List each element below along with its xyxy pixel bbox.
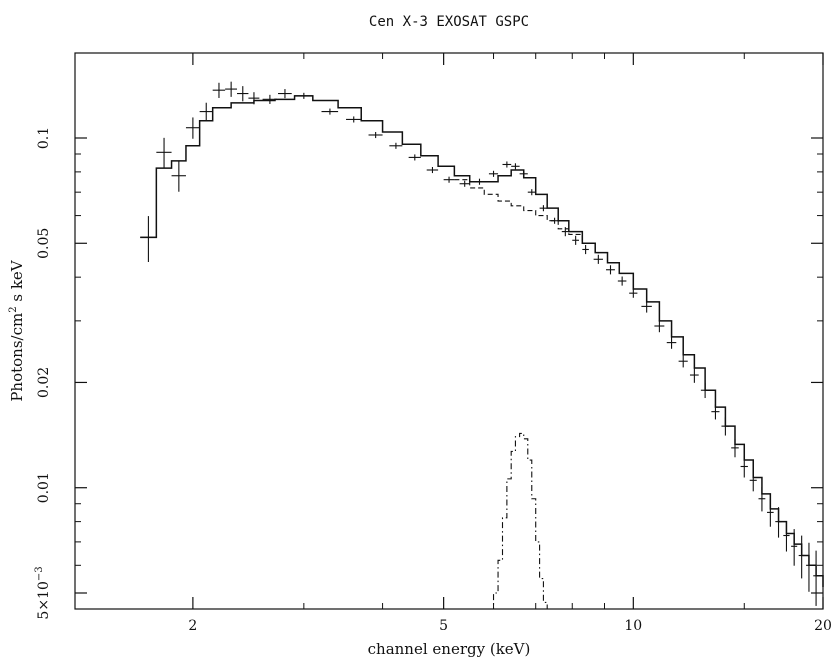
data-point (617, 276, 627, 286)
data-point (488, 170, 499, 177)
data-point (527, 189, 536, 196)
x-tick-label: 10 (624, 618, 642, 634)
data-point (539, 205, 548, 212)
y-tick-label: 0.02 (36, 367, 52, 398)
x-tick-label: 5 (439, 618, 448, 634)
data-point (443, 176, 455, 183)
data-point (629, 288, 638, 298)
y-tick-label-text: 0.02 (36, 367, 52, 398)
data-point (806, 542, 812, 592)
data-point (408, 154, 421, 161)
x-tick-label: 2 (188, 618, 197, 634)
y-tick-label-text: 0.01 (36, 472, 52, 503)
y-axis-label-rest: s keV (8, 259, 26, 306)
data-point (502, 161, 512, 168)
y-tick-label: 0.01 (36, 472, 52, 503)
data-point (171, 161, 186, 192)
plot-frame (74, 52, 824, 610)
data-point (212, 82, 226, 98)
series-solid-step (140, 95, 824, 588)
data-point (798, 535, 805, 579)
data-point (278, 89, 292, 99)
series-line (140, 95, 824, 588)
y-tick-label: 5×10−3 (34, 566, 52, 619)
data-point (582, 244, 589, 255)
data-point (199, 102, 213, 121)
series-line (488, 432, 552, 610)
y-axis-label-main: Photons/cm (8, 313, 26, 402)
x-tick-label: 20 (814, 618, 832, 634)
y-axis-label-sup: 2 (8, 306, 19, 312)
y-tick-label-text: 0.05 (36, 228, 52, 259)
data-point (426, 166, 439, 174)
data-point (606, 265, 615, 275)
data-point (666, 336, 677, 349)
y-tick-label-sup: −3 (34, 566, 45, 581)
series-layer (140, 81, 824, 610)
y-axis-label: Photons/cm2 s keV (8, 259, 26, 401)
y-tick-label-text: 0.1 (36, 127, 52, 149)
data-point (346, 116, 362, 123)
data-point (225, 81, 238, 97)
data-point (368, 131, 383, 139)
data-point (813, 550, 819, 606)
y-axis: 5×10−3 0.01 0.02 0.05 0.1 (34, 127, 823, 620)
data-point (459, 180, 470, 187)
y-tick-label: 0.1 (36, 127, 52, 149)
data-point (389, 142, 403, 149)
data-point (678, 355, 688, 368)
y-tick-label-text: 5×10 (36, 581, 52, 619)
series-dash-dot-step (488, 432, 552, 610)
x-axis: 2 5 10 20 (188, 53, 832, 634)
data-point (654, 320, 665, 333)
chart-title: Cen X-3 EXOSAT GSPC (369, 14, 529, 30)
data-point (185, 117, 200, 139)
series-dashed-step (454, 179, 600, 254)
data-point (321, 108, 339, 115)
y-tick-label: 0.05 (36, 228, 52, 259)
data-point (572, 235, 580, 245)
data-point (511, 163, 520, 170)
data-point (689, 367, 699, 383)
data-point (140, 216, 157, 263)
data-point (237, 86, 249, 102)
data-point (593, 254, 603, 264)
series-line (454, 179, 600, 254)
data-point (156, 137, 172, 169)
series-data-points (140, 81, 819, 606)
x-axis-label: channel energy (keV) (368, 640, 531, 658)
